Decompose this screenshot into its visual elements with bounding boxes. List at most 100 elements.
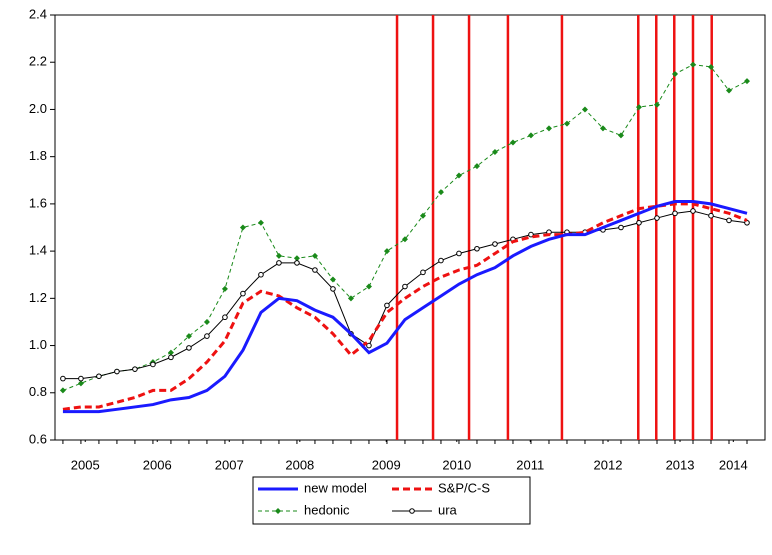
marker: [203, 318, 210, 325]
marker: [456, 250, 462, 257]
marker: [168, 354, 174, 361]
marker: [671, 71, 678, 78]
marker: [636, 219, 642, 226]
marker: [185, 333, 192, 340]
marker: [743, 78, 750, 85]
y-tick-label: 1.8: [29, 148, 47, 163]
y-tick-label: 2.0: [29, 101, 47, 116]
series-line: [62, 200, 748, 414]
marker: [114, 368, 120, 375]
marker: [581, 106, 588, 113]
x-tick-label: 2005: [71, 457, 100, 472]
marker: [240, 290, 246, 297]
marker: [276, 260, 282, 266]
marker: [78, 375, 84, 382]
x-tick-label: 2006: [143, 457, 172, 472]
marker: [257, 219, 264, 226]
marker: [419, 212, 426, 219]
legend-label: hedonic: [304, 502, 350, 517]
legend-marker: [275, 508, 281, 514]
marker: [563, 120, 570, 127]
legend-marker: [409, 508, 415, 514]
marker: [96, 373, 102, 380]
marker: [437, 189, 444, 196]
marker: [618, 224, 624, 231]
marker: [294, 260, 300, 266]
x-tick-label: 2013: [666, 457, 695, 472]
x-tick-label: 2014: [719, 457, 748, 472]
marker: [150, 361, 156, 368]
marker: [312, 267, 318, 273]
x-tick-label: 2012: [594, 457, 623, 472]
y-tick-label: 2.2: [29, 54, 47, 69]
marker: [186, 345, 192, 351]
marker: [599, 125, 606, 132]
marker: [221, 285, 228, 292]
marker: [275, 252, 282, 259]
marker: [617, 132, 624, 139]
marker: [455, 172, 462, 179]
marker: [330, 286, 336, 292]
marker: [329, 276, 336, 283]
legend-box: [252, 476, 531, 525]
legend-label: new model: [304, 480, 367, 495]
marker: [365, 283, 372, 290]
marker: [401, 236, 408, 243]
marker: [60, 375, 66, 382]
marker: [690, 208, 696, 214]
marker: [527, 132, 534, 139]
x-tick-label: 2007: [215, 457, 244, 472]
marker: [293, 255, 300, 262]
marker: [311, 252, 318, 259]
marker: [347, 295, 354, 302]
marker: [672, 210, 678, 217]
marker: [204, 333, 210, 339]
marker: [545, 125, 552, 132]
marker: [707, 63, 714, 70]
marker: [384, 302, 390, 309]
marker: [258, 271, 264, 278]
marker: [635, 104, 642, 111]
plot-frame: [54, 14, 766, 441]
series-line: [62, 64, 748, 391]
marker: [708, 212, 714, 219]
marker: [726, 217, 732, 224]
marker: [474, 245, 480, 252]
marker: [654, 215, 660, 221]
marker: [420, 269, 426, 276]
marker: [492, 241, 498, 247]
legend-label: S&P/C-S: [438, 480, 490, 495]
marker: [77, 380, 84, 387]
marker: [402, 283, 408, 290]
marker: [653, 101, 660, 108]
marker: [528, 231, 534, 238]
marker: [366, 342, 372, 349]
marker: [59, 387, 66, 394]
marker: [239, 224, 246, 231]
marker: [383, 248, 390, 255]
y-tick-label: 1.6: [29, 195, 47, 210]
y-tick-label: 1.0: [29, 337, 47, 352]
marker: [167, 349, 174, 356]
marker: [509, 139, 516, 146]
marker: [473, 163, 480, 170]
series-line: [62, 210, 748, 380]
marker: [491, 148, 498, 155]
marker: [744, 219, 750, 226]
marker: [132, 366, 138, 372]
y-tick-label: 0.6: [29, 431, 47, 446]
series-line: [62, 202, 748, 411]
x-tick-label: 2011: [516, 457, 544, 472]
x-tick-label: 2009: [372, 457, 401, 472]
marker: [222, 314, 228, 321]
y-tick-label: 1.2: [29, 290, 47, 305]
marker: [725, 87, 732, 94]
x-tick-label: 2008: [285, 457, 314, 472]
y-tick-label: 0.8: [29, 384, 47, 399]
x-tick-label: 2010: [442, 457, 471, 472]
marker: [689, 61, 696, 68]
y-tick-label: 2.4: [29, 6, 47, 21]
legend-label: ura: [438, 502, 458, 517]
marker: [438, 257, 444, 264]
